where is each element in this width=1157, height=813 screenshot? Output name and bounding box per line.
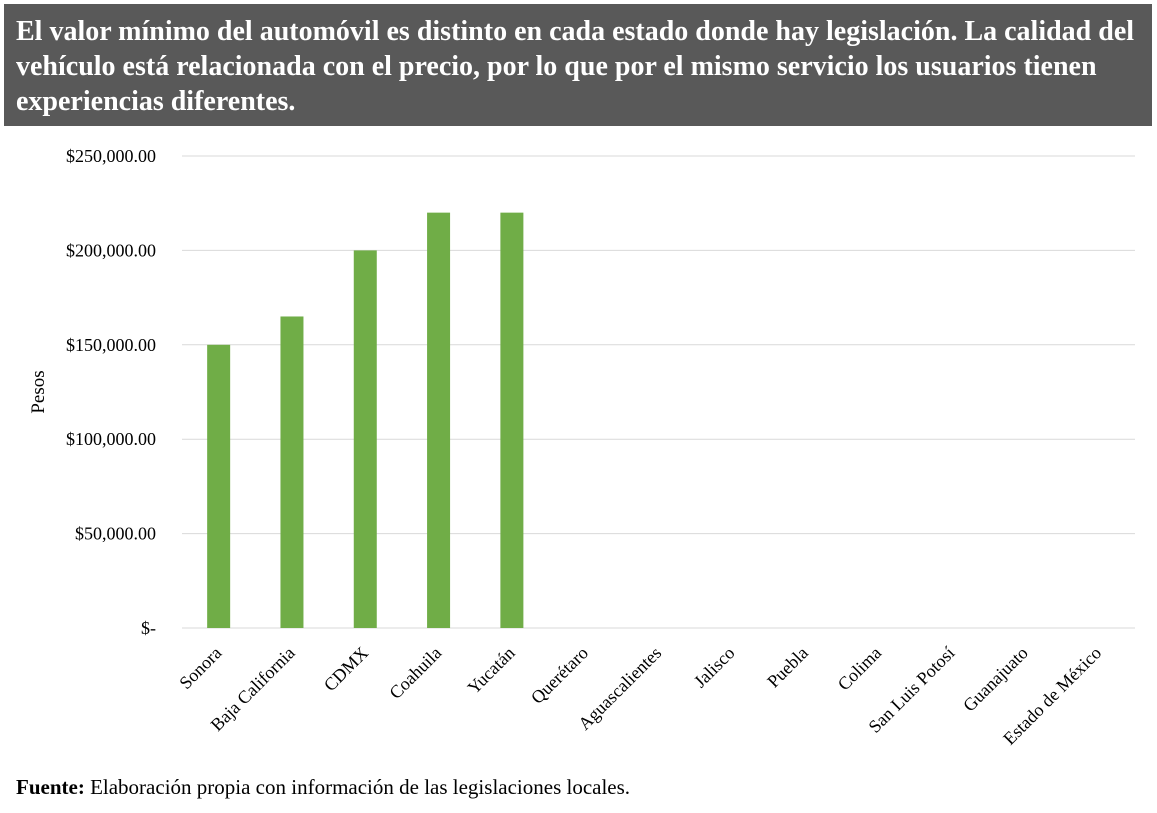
- x-tick-label: Querétaro: [527, 643, 592, 708]
- bars: [207, 212, 524, 628]
- bar: [353, 250, 377, 628]
- chart-title: El valor mínimo del automóvil es distint…: [16, 16, 1135, 117]
- y-axis-label: Pesos: [28, 370, 49, 413]
- y-tick-label: $150,000.00: [66, 335, 156, 355]
- x-tick-label: Yucatán: [464, 643, 519, 698]
- x-tick-label: Guanajuato: [959, 643, 1032, 716]
- y-tick-label: $50,000.00: [75, 524, 156, 544]
- title-banner: El valor mínimo del automóvil es distint…: [4, 4, 1152, 126]
- x-tick-label: Coahuila: [385, 643, 445, 703]
- y-tick-label: $100,000.00: [66, 429, 156, 449]
- x-tick-label: Puebla: [763, 643, 812, 692]
- x-tick-label: CDMX: [320, 643, 372, 695]
- bar-chart: $- $50,000.00 $100,000.00 $150,000.00 $200,0…: [28, 146, 1135, 749]
- bar: [427, 212, 451, 628]
- bar: [280, 316, 304, 628]
- source-label: Fuente:: [16, 775, 85, 799]
- gridlines: [182, 155, 1135, 629]
- bar: [500, 212, 524, 628]
- source-note: Fuente: Elaboración propia con informaci…: [16, 775, 630, 800]
- source-text: Elaboración propia con información de la…: [84, 775, 631, 799]
- y-tick-label: $200,000.00: [66, 240, 156, 260]
- x-tick-label: Sonora: [175, 643, 225, 693]
- x-tick-label: Colima: [834, 643, 886, 695]
- y-tick-label: $-: [141, 618, 156, 638]
- y-axis-tick-labels: $- $50,000.00 $100,000.00 $150,000.00 $200,0…: [66, 146, 156, 638]
- y-tick-label: $250,000.00: [66, 146, 156, 166]
- bar: [207, 344, 231, 628]
- x-tick-label: Jalisco: [690, 643, 739, 692]
